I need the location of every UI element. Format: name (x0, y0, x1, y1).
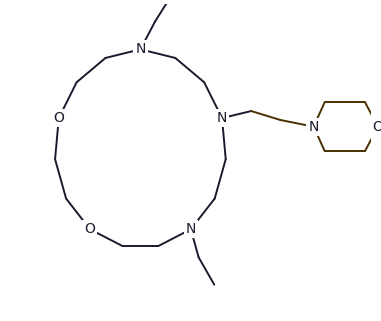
Text: N: N (309, 120, 319, 134)
Text: O: O (373, 120, 381, 134)
Text: N: N (186, 222, 196, 236)
Text: N: N (135, 42, 146, 56)
Text: O: O (85, 222, 95, 236)
Text: N: N (217, 111, 227, 125)
Text: O: O (53, 111, 64, 125)
